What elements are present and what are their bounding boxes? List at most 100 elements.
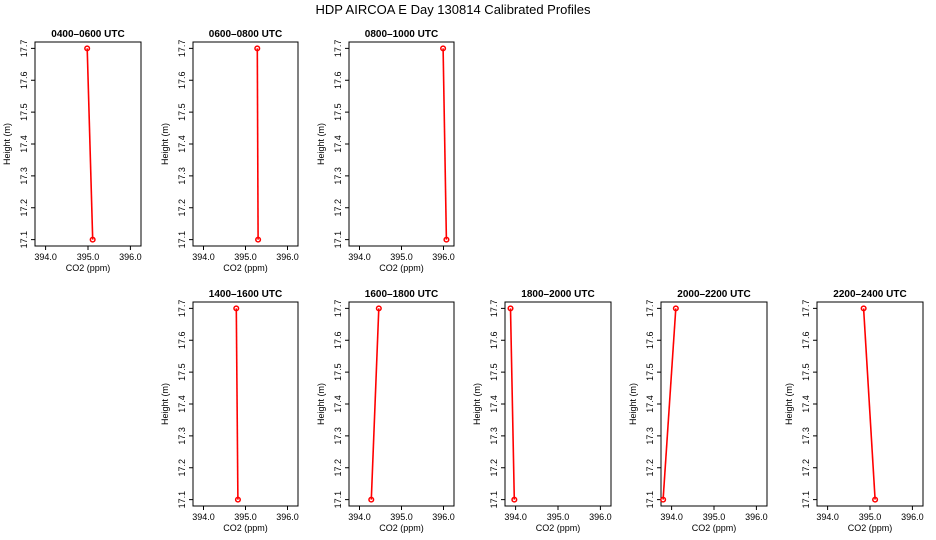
y-tick-label: 17.3	[333, 167, 343, 185]
y-tick-label: 17.2	[177, 459, 187, 477]
panel-title: 1600–1800 UTC	[365, 289, 438, 300]
y-tick-label: 17.2	[19, 199, 29, 217]
y-tick-label: 17.5	[333, 103, 343, 121]
x-tick-label: 396.0	[901, 512, 924, 522]
x-tick-label: 395.0	[234, 252, 257, 262]
data-point	[233, 305, 240, 312]
y-tick-label: 17.4	[645, 395, 655, 413]
x-axis-label: CO2 (ppm)	[66, 263, 111, 273]
y-tick-label: 17.7	[177, 300, 187, 318]
y-tick-label: 17.3	[177, 167, 187, 185]
x-tick-label: 395.0	[390, 512, 413, 522]
profile-panel: 0800–1000 UTC 394.0 395.0 396.0 17.1 17.2 17.3…	[316, 29, 455, 273]
y-tick-label: 17.1	[177, 231, 187, 249]
y-tick-label: 17.3	[19, 167, 29, 185]
data-point	[507, 305, 514, 312]
x-axis-label: CO2 (ppm)	[536, 523, 581, 533]
y-tick-label: 17.3	[801, 427, 811, 445]
y-tick-label: 17.4	[801, 395, 811, 413]
y-tick-label: 17.2	[801, 459, 811, 477]
x-tick-label: 394.0	[348, 512, 371, 522]
y-tick-label: 17.6	[489, 331, 499, 349]
y-tick-label: 17.4	[333, 395, 343, 413]
x-tick-label: 394.0	[192, 512, 215, 522]
plot-frame	[348, 41, 455, 247]
y-tick-label: 17.1	[489, 491, 499, 509]
data-point	[84, 45, 91, 52]
x-tick-label: 396.0	[745, 512, 768, 522]
profile-line	[86, 48, 94, 240]
y-tick-label: 17.5	[333, 363, 343, 381]
x-tick-label: 396.0	[589, 512, 612, 522]
data-point	[660, 496, 667, 503]
x-tick-label: 396.0	[276, 512, 299, 522]
profile-panel: 0400–0600 UTC 394.0 395.0 396.0 17.1 17.2 17.3…	[2, 29, 142, 273]
profile-line	[370, 308, 380, 500]
y-axis-label: Height (m)	[316, 123, 326, 165]
x-tick-label: 394.0	[660, 512, 683, 522]
data-point	[860, 305, 867, 312]
x-tick-label: 396.0	[432, 252, 455, 262]
y-tick-label: 17.1	[645, 491, 655, 509]
y-tick-label: 17.3	[489, 427, 499, 445]
plot-frame	[660, 301, 768, 507]
panel-title: 1800–2000 UTC	[521, 289, 594, 300]
y-tick-label: 17.4	[177, 135, 187, 153]
data-point	[234, 496, 241, 503]
y-tick-label: 17.2	[333, 199, 343, 217]
panel-title: 0400–0600 UTC	[51, 29, 124, 40]
y-tick-label: 17.4	[333, 135, 343, 153]
y-tick-label: 17.7	[177, 40, 187, 58]
x-tick-label: 396.0	[119, 252, 142, 262]
data-point	[443, 236, 450, 243]
y-tick-label: 17.2	[177, 199, 187, 217]
y-tick-label: 17.1	[333, 231, 343, 249]
profile-line	[862, 308, 876, 500]
profile-panel: 2200–2400 UTC 394.0 395.0 396.0 17.1 17.2 17.3…	[784, 289, 924, 533]
panel-title: 0800–1000 UTC	[365, 29, 438, 40]
y-tick-label: 17.5	[177, 363, 187, 381]
plot-frame	[192, 41, 299, 247]
plot-frame	[504, 301, 612, 507]
y-tick-label: 17.3	[177, 427, 187, 445]
y-tick-label: 17.7	[19, 40, 29, 58]
profile-line	[509, 308, 516, 500]
panel-title: 1400–1600 UTC	[209, 289, 282, 300]
plot-frame	[348, 301, 455, 507]
y-tick-label: 17.3	[333, 427, 343, 445]
profile-panel: 0600–0800 UTC 394.0 395.0 396.0 17.1 17.2 17.3…	[160, 29, 299, 273]
data-point	[375, 305, 382, 312]
profile-line	[662, 308, 677, 500]
panel-title: 0600–0800 UTC	[209, 29, 282, 40]
panel-title: 2000–2200 UTC	[677, 289, 750, 300]
x-tick-label: 395.0	[77, 252, 100, 262]
y-tick-label: 17.6	[19, 71, 29, 89]
y-axis-label: Height (m)	[784, 383, 794, 425]
y-tick-label: 17.7	[333, 300, 343, 318]
y-tick-label: 17.1	[801, 491, 811, 509]
panel-title: 2200–2400 UTC	[833, 289, 906, 300]
y-tick-label: 17.7	[801, 300, 811, 318]
profile-line	[256, 48, 259, 240]
y-axis-label: Height (m)	[2, 123, 12, 165]
x-tick-label: 394.0	[192, 252, 215, 262]
y-tick-label: 17.6	[177, 331, 187, 349]
y-tick-label: 17.5	[489, 363, 499, 381]
y-tick-label: 17.5	[645, 363, 655, 381]
x-tick-label: 395.0	[234, 512, 257, 522]
y-axis-label: Height (m)	[628, 383, 638, 425]
x-axis-label: CO2 (ppm)	[379, 263, 424, 273]
profile-panel: 1800–2000 UTC 394.0 395.0 396.0 17.1 17.2 17.3…	[472, 289, 612, 533]
y-tick-label: 17.5	[801, 363, 811, 381]
y-tick-label: 17.1	[177, 491, 187, 509]
plot-frame	[192, 301, 299, 507]
y-tick-label: 17.6	[333, 331, 343, 349]
data-point	[511, 496, 518, 503]
profile-panel: 1400–1600 UTC 394.0 395.0 396.0 17.1 17.2 17.3…	[160, 289, 299, 533]
profile-line	[235, 308, 239, 500]
x-tick-label: 395.0	[547, 512, 570, 522]
y-tick-label: 17.7	[645, 300, 655, 318]
y-tick-label: 17.5	[19, 103, 29, 121]
x-tick-label: 394.0	[34, 252, 57, 262]
data-point	[440, 45, 447, 52]
